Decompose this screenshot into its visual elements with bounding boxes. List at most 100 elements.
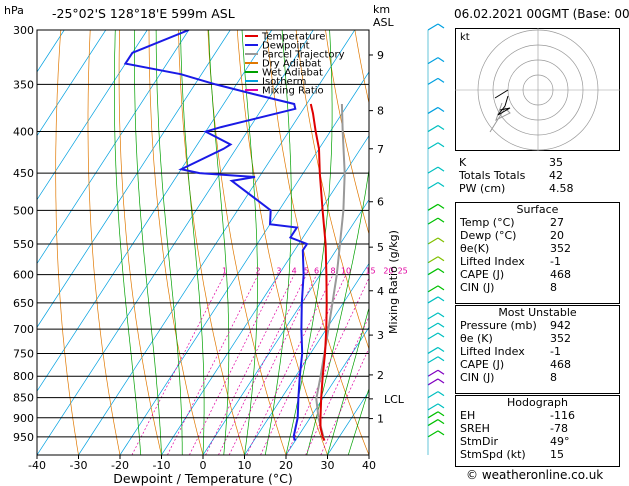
- pressure-tick-label: 550: [13, 238, 34, 251]
- legend-label: Temperature: [261, 32, 325, 43]
- wind-barb: [427, 142, 439, 150]
- wind-barb: [427, 125, 439, 133]
- wind-barb: [427, 268, 439, 276]
- pressure-unit: hPa: [4, 4, 24, 17]
- mixing-ratio-line: [205, 274, 295, 455]
- height-label: 3: [377, 329, 384, 342]
- surface-value: 352: [550, 242, 571, 255]
- pressure-tick-label: 450: [13, 167, 34, 180]
- hodograph-storm: [494, 89, 509, 99]
- credit-text: © weatheronline.co.uk: [466, 468, 604, 482]
- location-title: -25°02'S 128°18'E 599m ASL: [52, 6, 235, 21]
- most-unstable-label: CAPE (J): [460, 358, 505, 371]
- most-unstable-value: 942: [550, 319, 571, 332]
- legend-label: Dewpoint: [262, 41, 310, 52]
- wind-barb-flag: [437, 369, 445, 375]
- wind-barb: [427, 411, 439, 419]
- wind-barb: [427, 106, 439, 114]
- wind-barb: [427, 346, 439, 354]
- dry-adiabat: [325, 30, 369, 236]
- wind-barb-flag: [437, 356, 445, 362]
- surface-label: Dewp (°C): [460, 229, 517, 242]
- mixing-ratio-label: 25: [398, 267, 408, 276]
- wind-barb-flag: [437, 403, 445, 409]
- wind-barb-flag: [437, 391, 445, 397]
- index-value: 4.58: [549, 182, 574, 195]
- height-label: 9: [377, 49, 384, 62]
- height-label: 2: [377, 369, 384, 382]
- dry-adiabat: [55, 30, 79, 455]
- wind-barb: [427, 403, 439, 411]
- isotherm-line: [37, 30, 148, 201]
- isotherm-line: [78, 30, 356, 455]
- wet-adiabat: [327, 306, 369, 455]
- temperature-line: [309, 103, 328, 442]
- isotherm-line: [37, 30, 190, 265]
- mixing-ratio-label: 5: [304, 267, 309, 276]
- surface-value: 468: [550, 268, 571, 281]
- wind-barb-flag: [437, 430, 445, 436]
- wind-barb: [427, 256, 439, 264]
- surface-label: Temp (°C): [460, 216, 515, 229]
- height-label: 5: [377, 241, 384, 254]
- wind-barb: [427, 237, 439, 245]
- most-unstable-label: θe (K): [460, 332, 493, 345]
- wind-barb: [427, 217, 439, 225]
- wet-adiabat: [155, 30, 183, 455]
- wind-barb: [427, 203, 439, 211]
- hodograph-unit: kt: [460, 32, 470, 43]
- hodograph-value: -116: [550, 409, 575, 422]
- wind-barb-flag: [437, 77, 445, 83]
- wind-barb-flag: [437, 268, 445, 274]
- index-value: 35: [549, 156, 563, 169]
- isotherm-line: [37, 30, 314, 455]
- temp-tick-label: -30: [70, 459, 88, 472]
- wind-barb: [427, 312, 439, 320]
- datetime-title: 06.02.2021 00GMT (Base: 00): [454, 7, 629, 21]
- legend-label: Mixing Ratio: [262, 86, 324, 97]
- dry-adiabat: [178, 30, 245, 455]
- indices-block: K 35 Totals Totals 42 PW (cm) 4.58: [455, 156, 620, 195]
- temp-tick-label: -40: [28, 459, 46, 472]
- hodograph-chart: kt: [455, 28, 620, 151]
- height-label: 7: [377, 143, 384, 156]
- most-unstable-row: Pressure (mb) 942: [456, 319, 619, 332]
- index-row: PW (cm) 4.58: [455, 182, 620, 195]
- hodograph-label: SREH: [460, 422, 490, 435]
- index-value: 42: [549, 169, 563, 182]
- wind-barb-flag: [437, 57, 445, 63]
- legend-label: Parcel Trajectory: [262, 50, 345, 61]
- hodograph-panel: Hodograph EH -116 SREH -78 StmDir 49° StmSpd (…: [455, 395, 620, 467]
- mixing-ratio-label: 15: [365, 267, 375, 276]
- surface-label: CAPE (J): [460, 268, 505, 281]
- wind-barb: [427, 77, 439, 85]
- dry-adiabat: [620, 30, 629, 455]
- most-unstable-title: Most Unstable: [498, 306, 577, 319]
- wind-barb: [427, 419, 439, 427]
- wind-barb-flag: [437, 23, 445, 29]
- surface-value: -1: [550, 255, 561, 268]
- pressure-tick-label: 300: [13, 24, 34, 37]
- wind-barb-flag: [437, 312, 445, 318]
- wind-barb-flag: [437, 322, 445, 328]
- surface-row: CAPE (J) 468: [456, 268, 619, 281]
- wind-barb-flag: [437, 296, 445, 302]
- pressure-tick-label: 900: [13, 412, 34, 425]
- dry-adiabat: [87, 30, 121, 455]
- pressure-tick-label: 950: [13, 431, 34, 444]
- legend-label: Wet Adiabat: [262, 68, 323, 79]
- isotherm-line: [161, 135, 369, 455]
- surface-panel: Surface Temp (°C) 27 Dewp (°C) 20 θe(K) 352 Li…: [455, 202, 620, 304]
- isotherm-line: [244, 262, 369, 455]
- wind-barb-flag: [437, 411, 445, 417]
- most-unstable-value: -1: [550, 345, 561, 358]
- wind-barb: [427, 57, 439, 65]
- surface-row: θe(K) 352: [456, 242, 619, 255]
- mixing-ratio-label: 10: [341, 267, 351, 276]
- isotherm-line: [285, 326, 369, 455]
- most-unstable-row: CIN (J) 8: [456, 371, 619, 384]
- hodograph-row: EH -116: [456, 409, 619, 422]
- surface-row: Lifted Index -1: [456, 255, 619, 268]
- wind-barb: [427, 430, 439, 438]
- temp-tick-label: 0: [200, 459, 207, 472]
